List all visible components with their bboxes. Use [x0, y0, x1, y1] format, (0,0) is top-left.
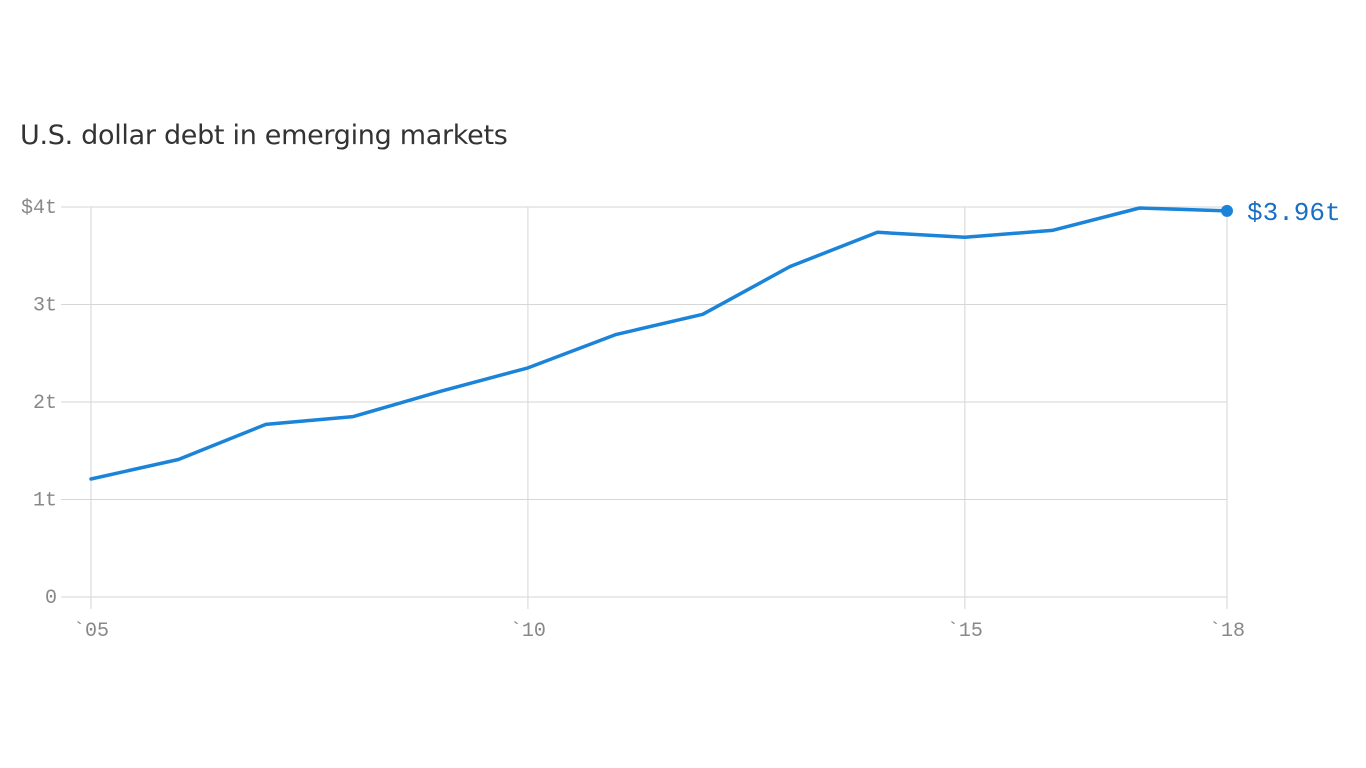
x-tick-label: `15: [947, 620, 983, 643]
y-axis-ticks: 0 1t 2t 3t $4t: [21, 197, 57, 610]
y-tick-label: 2t: [33, 392, 57, 415]
end-point-marker: [1221, 204, 1233, 217]
y-tick-label: 1t: [33, 490, 57, 513]
x-axis-ticks: `05 `10 `15 `18: [73, 620, 1245, 643]
grid: [61, 206, 1228, 609]
x-tick-label: `05: [73, 620, 109, 643]
series-layer: $3.96t: [89, 198, 1341, 481]
x-tick-label: `18: [1209, 620, 1245, 643]
end-value-label: $3.96t: [1247, 198, 1341, 228]
y-tick-label: 0: [45, 587, 57, 610]
series-line: [89, 206, 1229, 481]
x-tick-label: `10: [510, 620, 546, 643]
y-tick-label: $4t: [21, 197, 57, 220]
chart-title: U.S. dollar debt in emerging markets: [20, 120, 508, 151]
y-tick-label: 3t: [33, 295, 57, 318]
